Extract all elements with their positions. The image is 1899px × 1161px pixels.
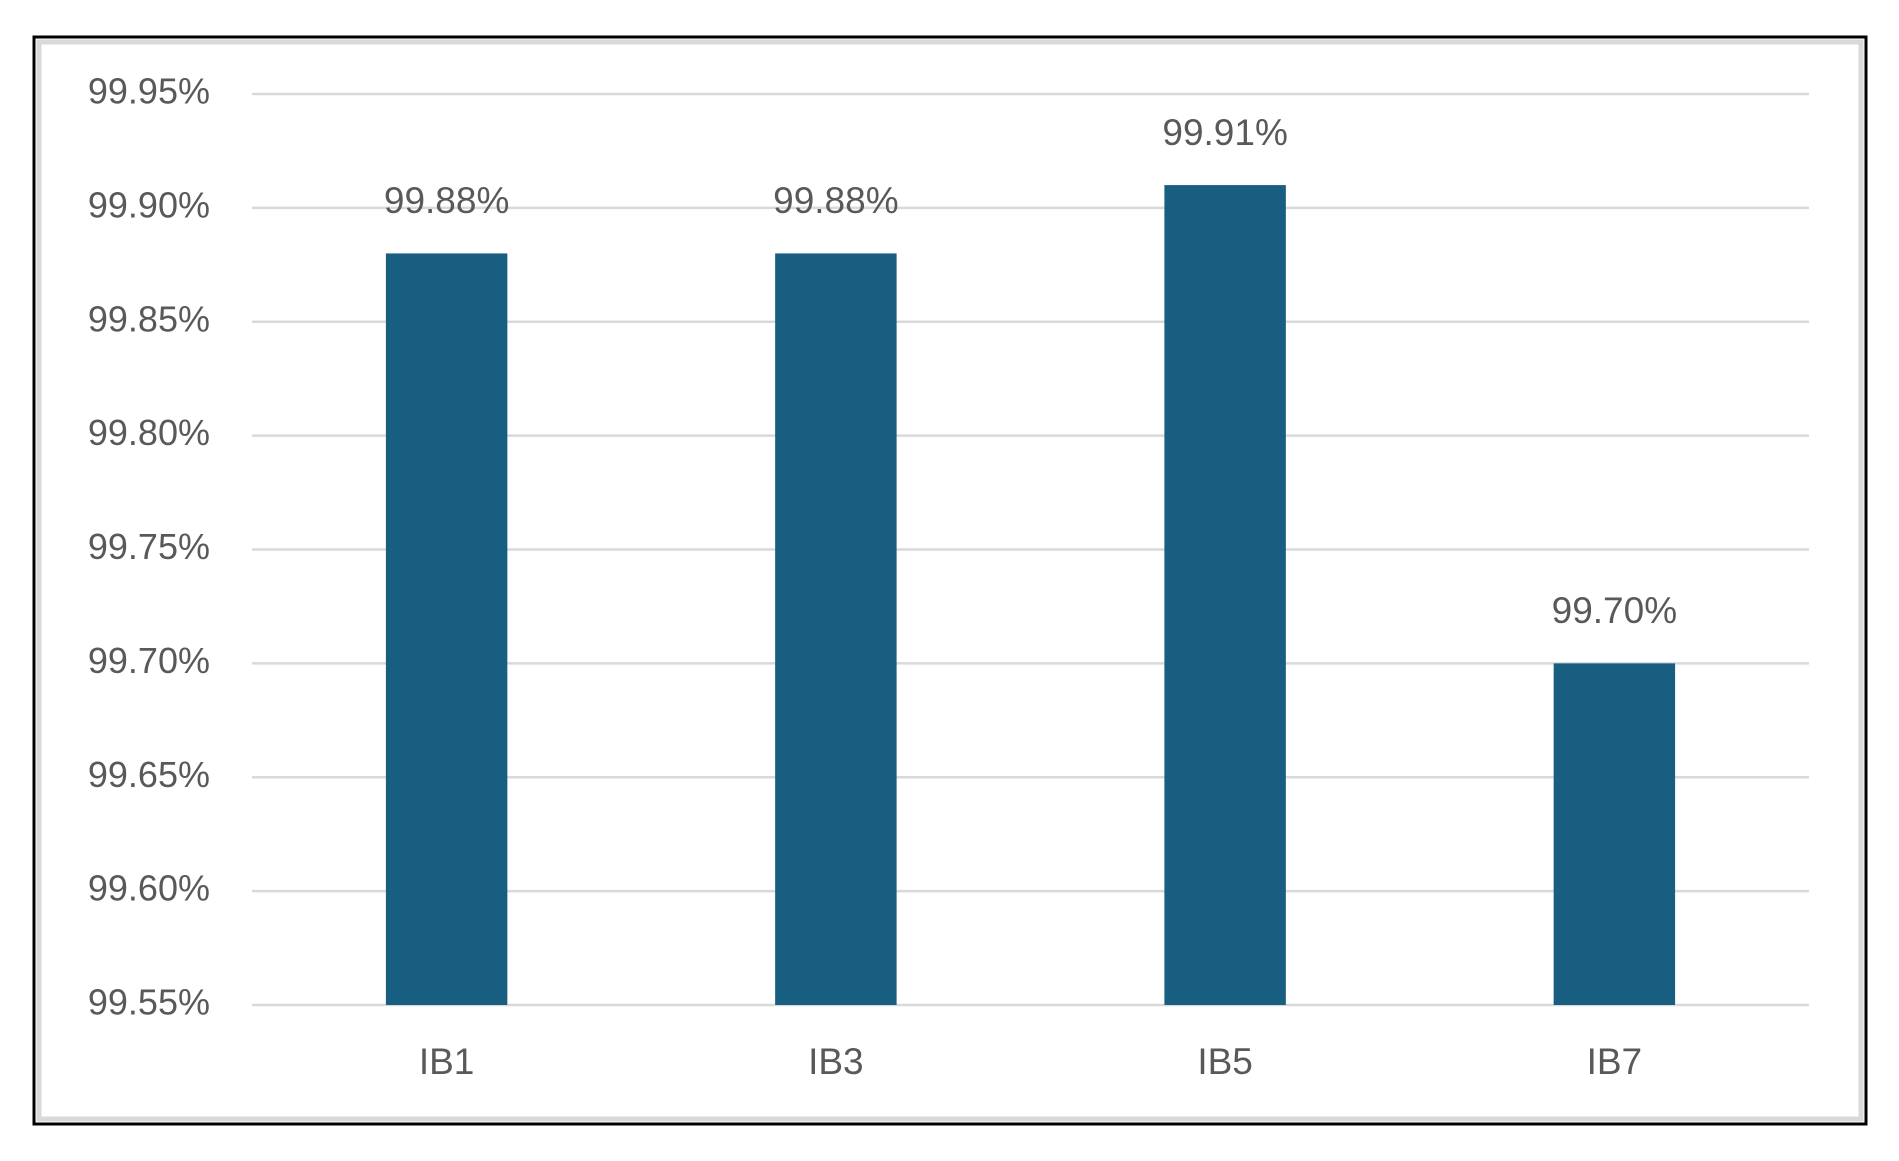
y-tick-label: 99.80% [88,412,210,453]
y-tick-label: 99.65% [88,754,210,795]
chart-inner-frame [36,39,1864,1122]
y-tick-label: 99.55% [88,982,210,1023]
y-tick-label: 99.95% [88,71,210,112]
data-label: 99.88% [773,180,899,221]
x-tick-label: IB3 [808,1041,864,1082]
data-label: 99.88% [384,180,510,221]
x-tick-label: IB7 [1587,1041,1643,1082]
bar [1164,185,1286,1006]
y-tick-label: 99.90% [88,184,210,225]
y-tick-label: 99.75% [88,526,210,567]
data-label: 99.70% [1552,590,1678,631]
x-tick-label: IB5 [1197,1041,1253,1082]
bar [385,253,508,1006]
data-label: 99.91% [1162,112,1288,153]
bar [1553,663,1676,1005]
y-tick-label: 99.85% [88,298,210,339]
x-tick-label: IB1 [419,1041,475,1082]
y-tick-label: 99.60% [88,868,210,909]
y-tick-label: 99.70% [88,640,210,681]
bar [775,253,897,1006]
